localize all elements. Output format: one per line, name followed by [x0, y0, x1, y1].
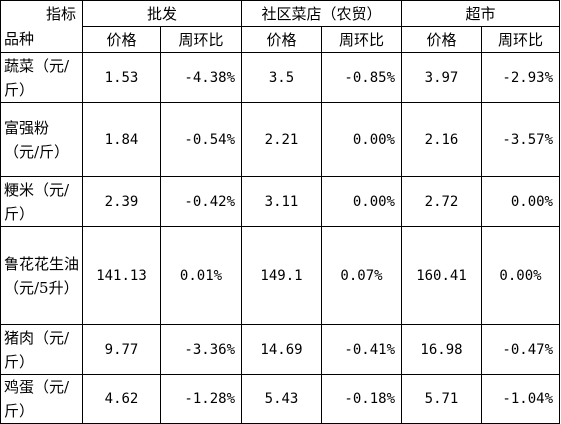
- row-label: 鲁花花生油（元/5升）: [0, 226, 83, 325]
- cell-supermarket-price: 5.71: [401, 374, 482, 424]
- subheader-price: 价格: [82, 26, 161, 53]
- cell-community-price: 2.21: [241, 102, 322, 177]
- cell-community-price: 3.11: [241, 176, 322, 227]
- cell-supermarket-price: 160.41: [401, 226, 482, 325]
- cell-wholesale-change: -4.38%: [160, 52, 242, 103]
- row-label: 富强粉（元/斤）: [0, 102, 83, 177]
- cell-supermarket-change: 0.00%: [481, 176, 560, 227]
- table-row: 富强粉（元/斤） 1.84 -0.54% 2.21 0.00% 2.16 -3.…: [0, 102, 560, 177]
- table-row: 蔬菜（元/斤） 1.53 -4.38% 3.5 -0.85% 3.97 -2.9…: [0, 52, 560, 103]
- cell-supermarket-change: -1.04%: [481, 374, 560, 424]
- group-header-wholesale: 批发: [82, 0, 242, 27]
- row-label: 粳米（元/斤）: [0, 176, 83, 227]
- cell-community-price: 5.43: [241, 374, 322, 424]
- cell-wholesale-price: 1.84: [82, 102, 161, 177]
- row-label: 猪肉（元/斤）: [0, 324, 83, 375]
- cell-wholesale-price: 4.62: [82, 374, 161, 424]
- cell-supermarket-price: 2.72: [401, 176, 482, 227]
- cell-wholesale-price: 2.39: [82, 176, 161, 227]
- cell-supermarket-change: -2.93%: [481, 52, 560, 103]
- group-header-supermarket: 超市: [401, 0, 560, 27]
- corner-header-cell: 指标 品种: [0, 0, 83, 53]
- indicator-header-label: 指标: [45, 5, 76, 23]
- subheader-week-change: 周环比: [481, 26, 560, 53]
- cell-community-change: -0.41%: [321, 324, 402, 375]
- subheader-week-change: 周环比: [160, 26, 242, 53]
- cell-wholesale-change: 0.01%: [160, 226, 242, 325]
- subheader-price: 价格: [241, 26, 322, 53]
- cell-community-change: -0.85%: [321, 52, 402, 103]
- row-label: 鸡蛋（元/斤）: [0, 374, 83, 424]
- cell-community-change: 0.00%: [321, 102, 402, 177]
- cell-community-change: -0.18%: [321, 374, 402, 424]
- group-header-community-store: 社区菜店（农贸）: [241, 0, 402, 27]
- table-row: 鲁花花生油（元/5升） 141.13 0.01% 149.1 0.07% 160…: [0, 226, 560, 325]
- header-row-groups: 指标 品种 批发 社区菜店（农贸） 超市: [0, 0, 560, 53]
- table-row: 猪肉（元/斤） 9.77 -3.36% 14.69 -0.41% 16.98 -…: [0, 324, 560, 375]
- cell-community-price: 149.1: [241, 226, 322, 325]
- cell-wholesale-change: -3.36%: [160, 324, 242, 375]
- cell-supermarket-change: 0.00%: [481, 226, 560, 325]
- table-row: 粳米（元/斤） 2.39 -0.42% 3.11 0.00% 2.72 0.00…: [0, 176, 560, 227]
- cell-community-change: 0.00%: [321, 176, 402, 227]
- cell-supermarket-price: 16.98: [401, 324, 482, 375]
- cell-supermarket-price: 3.97: [401, 52, 482, 103]
- cell-community-price: 3.5: [241, 52, 322, 103]
- cell-wholesale-price: 9.77: [82, 324, 161, 375]
- cell-wholesale-price: 141.13: [82, 226, 161, 325]
- cell-wholesale-change: -1.28%: [160, 374, 242, 424]
- row-label: 蔬菜（元/斤）: [0, 52, 83, 103]
- header-row-subcolumns: 价格 周环比 价格 周环比 价格 周环比: [1, 26, 560, 53]
- cell-supermarket-change: -3.57%: [481, 102, 560, 177]
- cell-community-change: 0.07%: [321, 226, 402, 325]
- subheader-week-change: 周环比: [321, 26, 402, 53]
- cell-wholesale-change: -0.54%: [160, 102, 242, 177]
- cell-supermarket-change: -0.47%: [481, 324, 560, 375]
- cell-supermarket-price: 2.16: [401, 102, 482, 177]
- cell-community-price: 14.69: [241, 324, 322, 375]
- variety-header-label: 品种: [4, 30, 35, 48]
- table-row: 鸡蛋（元/斤） 4.62 -1.28% 5.43 -0.18% 5.71 -1.…: [0, 374, 560, 424]
- cell-wholesale-change: -0.42%: [160, 176, 242, 227]
- cell-wholesale-price: 1.53: [82, 52, 161, 103]
- subheader-price: 价格: [401, 26, 482, 53]
